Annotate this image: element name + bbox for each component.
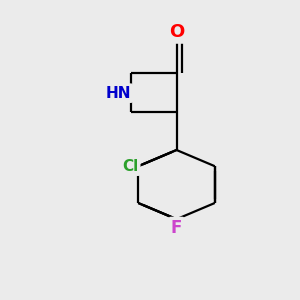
Text: HN: HN (105, 86, 131, 101)
Text: O: O (169, 23, 184, 41)
Text: O: O (169, 23, 184, 41)
Text: F: F (171, 219, 182, 237)
Text: Cl: Cl (122, 159, 138, 174)
Text: Cl: Cl (122, 159, 138, 174)
Text: HN: HN (105, 86, 131, 101)
Text: F: F (171, 219, 182, 237)
